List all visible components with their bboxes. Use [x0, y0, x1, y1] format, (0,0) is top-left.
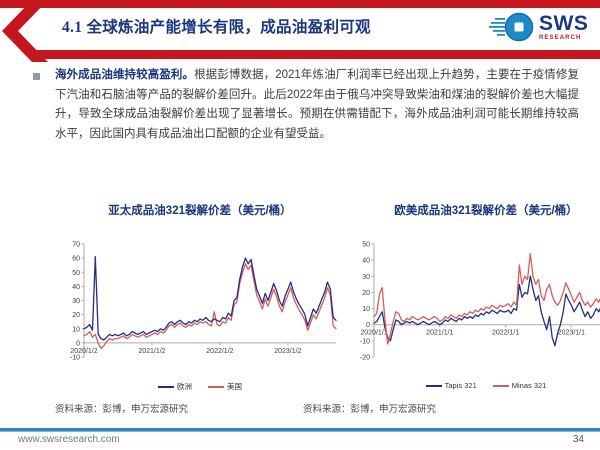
svg-text:2021/1/1: 2021/1/1: [426, 330, 453, 337]
svg-text:2023/1/2: 2023/1/2: [274, 348, 301, 355]
svg-text:50: 50: [362, 242, 370, 249]
svg-text:70: 70: [72, 242, 80, 249]
body-paragraph: 海外成品油维持较高盈利。根据彭博数据，2021年炼油厂利润率已经出现上升趋势，主…: [55, 66, 579, 144]
chart-plot-eu-us: 50 40 30 20 10 0 -10 -20 2020/1/1 2021/1/1 2022/1/…: [348, 239, 600, 378]
svg-text:-20: -20: [360, 355, 370, 362]
page-number: 34: [572, 434, 584, 445]
footer-url: www.swsresearch.com: [18, 434, 120, 445]
header-red-banner-icon: [0, 0, 600, 62]
body-lead: 海外成品油维持较高盈利。: [55, 69, 195, 81]
svg-text:30: 30: [362, 274, 370, 281]
legend-label: Tapis 321: [444, 381, 477, 390]
svg-text:10: 10: [362, 306, 370, 313]
chart-title-eu-us: 欧美成品油321裂解价差（美元/桶）: [394, 205, 578, 217]
chart-legend-eu-us: Tapis 321 Minas 321: [348, 381, 600, 390]
svg-text:50: 50: [72, 270, 80, 277]
svg-text:2022/1/2: 2022/1/2: [206, 348, 233, 355]
chart-plot-asia: 70 60 50 40 30 20 10 0 -10 2020/1/2 2021/1/2 2022/1…: [58, 239, 342, 378]
chart-eu-us-crack-spread: 欧美成品油321裂解价差（美元/桶） 50 40 30 20 10 0 -10 -20 2020…: [348, 202, 600, 390]
svg-text:0: 0: [366, 322, 370, 329]
footer-divider: [0, 428, 600, 432]
source-note-right: 资料来源：彭博，申万宏源研究: [303, 404, 437, 415]
legend-item: 美国: [208, 381, 242, 392]
body-detail: 根据彭博数据，2021年炼油厂利润率已经出现上升趋势，主要在于疫情修复下汽油和石…: [55, 69, 579, 140]
legend-item: 欧洲: [158, 381, 192, 392]
svg-text:20: 20: [362, 290, 370, 297]
chart-asia-crack-spread: 亚太成品油321裂解价差（美元/桶） 70 60 50 40 30 20 10 0 -10 202…: [58, 202, 342, 392]
svg-text:-10: -10: [70, 355, 80, 362]
legend-label: 欧洲: [177, 382, 192, 391]
svg-text:2020/1/1: 2020/1/1: [360, 330, 387, 337]
sws-logo: SWS RESEARCH: [487, 11, 588, 43]
legend-swatch-icon: [158, 385, 174, 388]
svg-text:60: 60: [72, 256, 80, 263]
svg-text:2023/1/1: 2023/1/1: [558, 330, 585, 337]
svg-text:40: 40: [362, 258, 370, 265]
svg-text:2020/1/2: 2020/1/2: [70, 348, 97, 355]
legend-swatch-icon: [425, 384, 442, 387]
svg-text:40: 40: [72, 284, 80, 291]
svg-text:2021/1/2: 2021/1/2: [138, 348, 165, 355]
sws-globe-icon: [489, 12, 534, 42]
svg-text:0: 0: [76, 340, 80, 347]
svg-text:2022/1/1: 2022/1/1: [492, 330, 519, 337]
legend-item: Tapis 321: [425, 381, 477, 390]
chart-title-asia: 亚太成品油321裂解价差（美元/桶）: [108, 205, 292, 217]
legend-item: Minas 321: [492, 381, 547, 390]
source-note-left: 资料来源：彭博，申万宏源研究: [55, 404, 189, 415]
logo-subtext: RESEARCH: [539, 35, 582, 41]
legend-swatch-icon: [208, 385, 224, 388]
legend-label: Minas 321: [511, 381, 547, 390]
svg-text:-10: -10: [360, 338, 370, 345]
legend-swatch-icon: [492, 384, 509, 387]
svg-text:30: 30: [72, 298, 80, 305]
bullet-square-icon: [33, 73, 40, 80]
legend-label: 美国: [227, 382, 242, 391]
chart-legend-asia: 欧洲 美国: [58, 381, 342, 392]
page-title: 4.1 全球炼油产能增长有限，成品油盈利可观: [62, 19, 371, 36]
svg-text:20: 20: [72, 312, 80, 319]
svg-text:10: 10: [72, 326, 80, 333]
logo-text: SWS: [539, 12, 589, 35]
